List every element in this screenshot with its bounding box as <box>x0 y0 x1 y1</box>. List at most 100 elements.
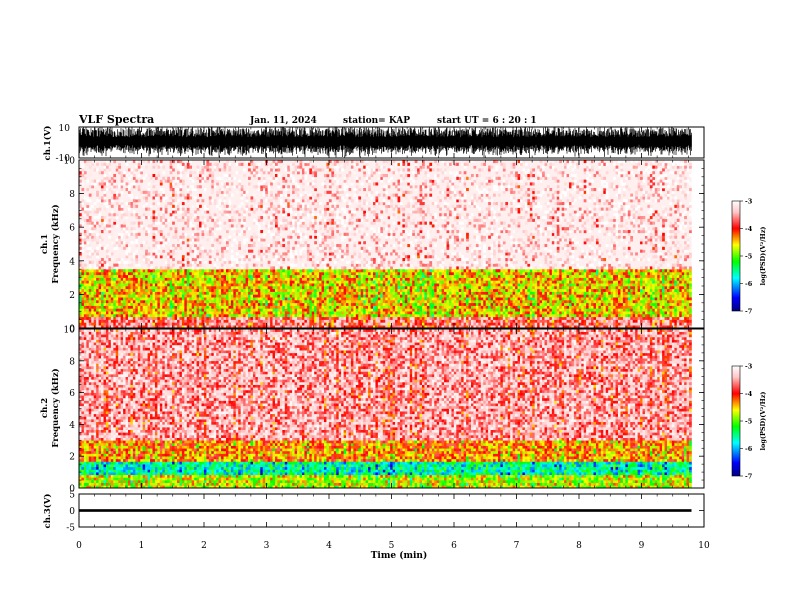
spectrogram-cell <box>226 297 229 301</box>
spectrogram-cell <box>287 235 290 239</box>
spectrogram-cell <box>162 176 166 180</box>
spectrogram-cell <box>316 302 320 306</box>
spectrogram-cell <box>299 216 303 220</box>
spectrogram-cell <box>91 283 94 287</box>
spectrogram-cell <box>159 322 163 326</box>
spectrogram-cell <box>350 277 354 281</box>
spectrogram-cell <box>194 188 197 192</box>
spectrogram-cell <box>360 218 364 222</box>
spectrogram-cell <box>196 204 200 208</box>
spectrogram-cell <box>306 277 310 281</box>
spectrogram-cell <box>282 291 286 295</box>
spectrogram-cell <box>358 260 362 264</box>
spectrogram-cell <box>277 316 281 320</box>
spectrogram-cell <box>125 244 129 248</box>
spectrogram-cell <box>96 263 99 267</box>
spectrogram-cell <box>125 235 129 239</box>
spectrogram-cell <box>228 207 232 211</box>
spectrogram-cell <box>299 258 303 262</box>
spectrogram-cell <box>83 274 87 278</box>
spectrogram-cell <box>101 196 104 200</box>
spectrogram-cell <box>321 266 325 270</box>
spectrogram-cell <box>360 322 364 326</box>
spectrogram-cell <box>368 314 371 318</box>
spectrogram-cell <box>208 291 212 295</box>
spectrogram-cell <box>172 311 175 315</box>
spectrogram-cell <box>147 291 151 295</box>
spectrogram-cell <box>370 207 374 211</box>
spectrogram-cell <box>238 274 241 278</box>
spectrogram-cell <box>240 188 244 192</box>
spectrogram-cell <box>243 288 246 292</box>
spectrogram-cell <box>301 263 305 267</box>
spectrogram-cell <box>321 308 325 312</box>
spectrogram-cell <box>218 168 222 172</box>
spectrogram-cell <box>91 291 94 295</box>
spectrogram-cell <box>79 207 82 211</box>
spectrogram-cell <box>287 258 290 262</box>
spectrogram-cell <box>284 294 288 298</box>
spectrogram-cell <box>279 280 283 284</box>
spectrogram-cell <box>79 252 82 256</box>
spectrogram-cell <box>358 252 362 256</box>
spectrogram-cell <box>267 297 271 301</box>
spectrogram-cell <box>297 244 300 248</box>
spectrogram-cell <box>265 288 268 292</box>
spectrogram-cell <box>101 319 104 323</box>
spectrogram-cell <box>108 188 112 192</box>
spectrogram-cell <box>380 322 384 326</box>
spectrogram-cell <box>98 182 102 186</box>
spectrogram-cell <box>108 171 112 175</box>
spectrogram-cell <box>152 316 156 320</box>
spectrogram-cell <box>338 325 342 329</box>
spectrogram-cell <box>346 204 349 208</box>
spectrogram-cell <box>154 241 158 245</box>
spectrogram-cell <box>243 322 246 326</box>
spectrogram-cell <box>108 280 112 284</box>
spectrogram-cell <box>252 300 256 304</box>
spectrogram-cell <box>368 319 371 323</box>
spectrogram-cell <box>159 297 163 301</box>
spectrogram-cell <box>128 316 131 320</box>
spectrogram-cell <box>341 255 344 259</box>
spectrogram-cell <box>137 274 141 278</box>
spectrogram-cell <box>208 286 212 290</box>
spectrogram-cell <box>79 297 82 301</box>
spectrogram-cell <box>260 260 264 264</box>
spectrogram-cell <box>314 300 317 304</box>
spectrogram-cell <box>319 302 322 306</box>
spectrogram-cell <box>311 283 315 287</box>
spectrogram-cell <box>348 311 352 315</box>
spectrogram-cell <box>115 302 119 306</box>
spectrogram-cell <box>142 255 146 259</box>
spectrogram-cell <box>338 305 342 309</box>
spectrogram-cell <box>216 269 219 273</box>
spectrogram-cell <box>235 185 239 189</box>
spectrogram-cell <box>297 227 300 231</box>
spectrogram-cell <box>333 213 337 217</box>
spectrogram-cell <box>250 182 254 186</box>
spectrogram-cell <box>245 311 249 315</box>
spectrogram-cell <box>125 288 129 292</box>
spectrogram-cell <box>118 258 121 262</box>
spectrogram-cell <box>255 171 259 175</box>
spectrogram-cell <box>150 319 153 323</box>
spectrogram-cell <box>191 266 195 270</box>
spectrogram-cell <box>270 204 273 208</box>
spectrogram-cell <box>223 322 227 326</box>
spectrogram-cell <box>86 316 90 320</box>
spectrogram-cell <box>289 249 293 253</box>
spectrogram-cell <box>208 216 212 220</box>
spectrogram-cell <box>370 221 374 225</box>
spectrogram-cell <box>125 274 129 278</box>
spectrogram-cell <box>375 190 379 194</box>
spectrogram-cell <box>115 314 119 318</box>
spectrogram-cell <box>275 174 278 178</box>
spectrogram-cell <box>370 258 374 262</box>
spectrogram-cell <box>348 188 352 192</box>
spectrogram-cell <box>113 283 117 287</box>
spectrogram-cell <box>169 227 173 231</box>
spectrogram-cell <box>88 263 92 267</box>
spectrogram-cell <box>177 294 180 298</box>
spectrogram-cell <box>326 162 330 166</box>
